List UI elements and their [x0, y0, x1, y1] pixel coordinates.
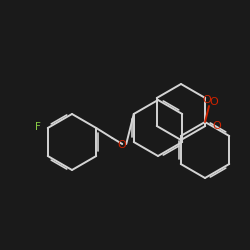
- Text: O: O: [213, 121, 222, 131]
- Text: O: O: [118, 140, 126, 150]
- Text: O: O: [203, 95, 211, 105]
- Text: O: O: [210, 97, 218, 107]
- Text: F: F: [35, 122, 41, 132]
